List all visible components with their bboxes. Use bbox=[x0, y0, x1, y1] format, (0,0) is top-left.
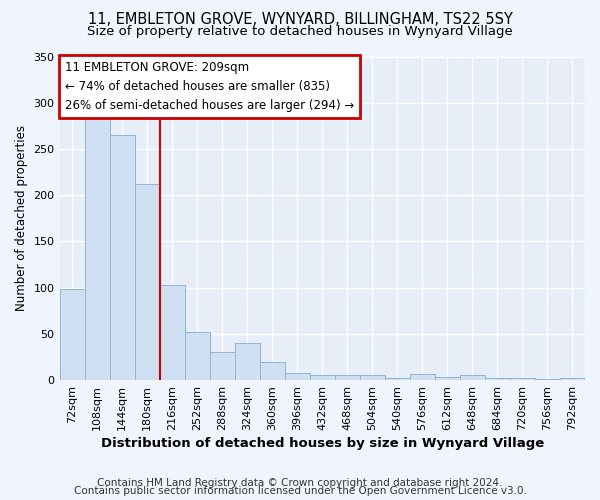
Bar bbox=[435, 378, 460, 380]
Bar bbox=[485, 378, 510, 380]
Y-axis label: Number of detached properties: Number of detached properties bbox=[15, 126, 28, 312]
Bar bbox=[335, 376, 360, 380]
Bar bbox=[209, 352, 235, 380]
Bar bbox=[59, 288, 85, 380]
Text: Contains public sector information licensed under the Open Government Licence v3: Contains public sector information licen… bbox=[74, 486, 526, 496]
Bar bbox=[385, 378, 410, 380]
Bar bbox=[285, 372, 310, 380]
X-axis label: Distribution of detached houses by size in Wynyard Village: Distribution of detached houses by size … bbox=[101, 437, 544, 450]
Text: 11 EMBLETON GROVE: 209sqm
← 74% of detached houses are smaller (835)
26% of semi: 11 EMBLETON GROVE: 209sqm ← 74% of detac… bbox=[65, 62, 354, 112]
Bar bbox=[85, 116, 110, 380]
Bar bbox=[134, 184, 160, 380]
Bar bbox=[310, 376, 335, 380]
Text: Contains HM Land Registry data © Crown copyright and database right 2024.: Contains HM Land Registry data © Crown c… bbox=[97, 478, 503, 488]
Bar bbox=[235, 343, 260, 380]
Bar bbox=[260, 362, 285, 380]
Bar bbox=[110, 135, 134, 380]
Text: 11, EMBLETON GROVE, WYNYARD, BILLINGHAM, TS22 5SY: 11, EMBLETON GROVE, WYNYARD, BILLINGHAM,… bbox=[88, 12, 512, 28]
Bar bbox=[535, 379, 560, 380]
Bar bbox=[560, 378, 585, 380]
Bar bbox=[410, 374, 435, 380]
Bar bbox=[360, 376, 385, 380]
Bar bbox=[160, 285, 185, 380]
Bar bbox=[185, 332, 209, 380]
Text: Size of property relative to detached houses in Wynyard Village: Size of property relative to detached ho… bbox=[87, 25, 513, 38]
Bar bbox=[460, 376, 485, 380]
Bar bbox=[510, 378, 535, 380]
